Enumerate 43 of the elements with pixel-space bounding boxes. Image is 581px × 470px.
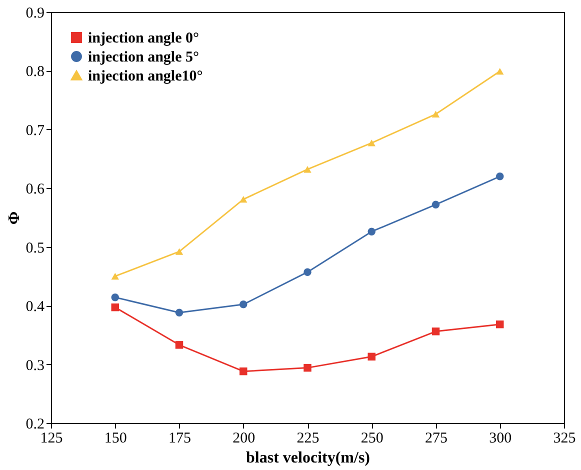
legend-label: injection angle 5° [88,50,199,66]
point [368,140,376,146]
point [175,248,184,255]
point [240,196,248,203]
point [432,200,440,208]
point [432,110,440,118]
y-axis-title: Φ [6,211,23,225]
y-tick-label: 0.2 [26,416,44,432]
point [304,268,312,276]
x-tick-label: 150 [104,430,127,446]
x-tick-label: 225 [296,430,320,446]
y-tick-label: 0.7 [26,122,45,139]
x-tick-label: 250 [360,430,384,446]
point [432,328,440,336]
point [240,300,248,308]
point [496,68,504,75]
point [496,320,504,328]
legend-label: injection angle10° [88,68,203,84]
point [175,308,184,316]
point [175,341,184,349]
point [304,364,312,372]
legend-label: injection angle 0° [88,30,199,46]
x-tick-label: 300 [489,430,512,446]
x-tick-label: 275 [425,430,448,446]
point [111,272,119,280]
point [304,166,312,173]
x-tick-label: 325 [553,430,576,446]
point [368,228,376,236]
y-tick-label: 0.6 [26,182,45,198]
x-tick-label: 125 [40,430,63,446]
point [368,352,376,361]
y-tick-label: 0.4 [26,299,45,316]
x-tick-label: 175 [168,430,191,446]
y-tick-label: 0.8 [26,64,44,80]
x-tick-label: 200 [232,430,256,446]
point [111,293,119,302]
y-tick-label: 0.5 [26,240,44,256]
point [240,367,248,376]
point [496,172,504,180]
y-tick-label: 0.9 [26,6,44,22]
y-tick-label: 0.3 [26,358,44,374]
x-axis-title: blast velocity(m/s) [246,450,370,466]
point [111,303,119,312]
